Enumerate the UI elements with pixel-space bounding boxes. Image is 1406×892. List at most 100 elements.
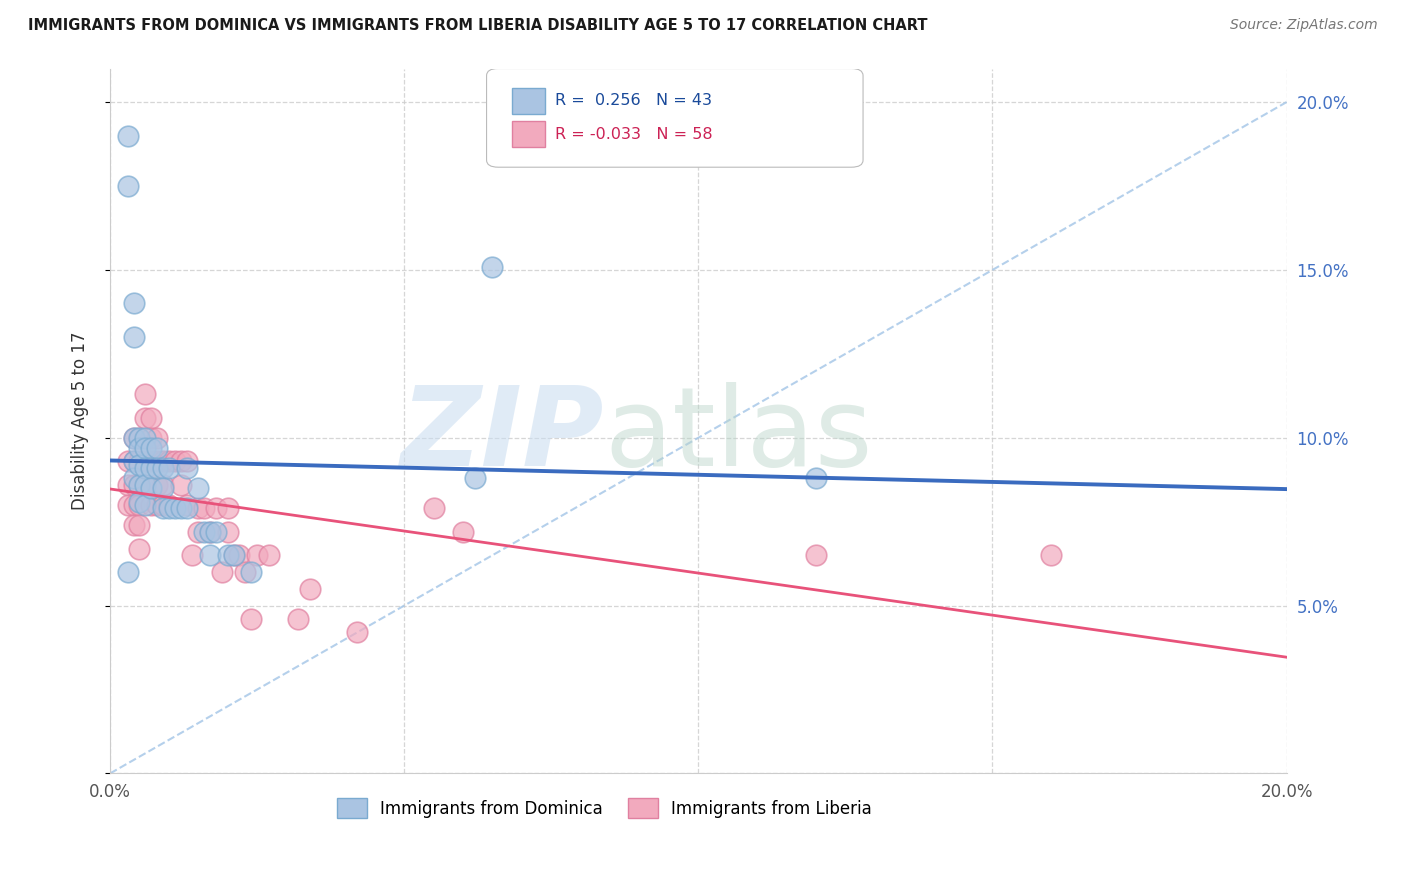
Point xyxy=(187,524,209,539)
Point xyxy=(122,454,145,468)
Point xyxy=(169,477,191,491)
Point xyxy=(146,431,169,445)
Point xyxy=(246,548,269,562)
Point xyxy=(141,410,163,425)
Point xyxy=(146,441,169,455)
Point xyxy=(346,625,368,640)
Point xyxy=(187,501,209,516)
Point xyxy=(128,458,150,472)
Point xyxy=(157,501,180,516)
Point xyxy=(128,477,150,491)
FancyBboxPatch shape xyxy=(512,120,546,147)
Point xyxy=(240,612,263,626)
Point xyxy=(128,477,150,491)
Point xyxy=(169,501,191,516)
Point xyxy=(134,477,156,491)
Point xyxy=(804,471,827,485)
Point xyxy=(122,454,145,468)
Point xyxy=(804,548,827,562)
Point xyxy=(128,454,150,468)
Legend: Immigrants from Dominica, Immigrants from Liberia: Immigrants from Dominica, Immigrants fro… xyxy=(330,791,879,825)
Point xyxy=(176,501,198,516)
Point xyxy=(122,330,145,344)
Point xyxy=(122,296,145,310)
Point xyxy=(217,548,239,562)
Point xyxy=(193,524,215,539)
Point xyxy=(211,565,233,579)
Point xyxy=(117,498,139,512)
Point xyxy=(134,477,156,491)
Point xyxy=(117,128,139,143)
Point xyxy=(122,471,145,485)
Point xyxy=(240,565,263,579)
Point xyxy=(198,548,221,562)
Point xyxy=(134,410,156,425)
Point xyxy=(122,431,145,445)
FancyBboxPatch shape xyxy=(486,69,863,167)
Point xyxy=(198,524,221,539)
Point xyxy=(128,541,150,556)
Point xyxy=(134,498,156,512)
Point xyxy=(152,501,174,516)
Point xyxy=(451,524,474,539)
Point xyxy=(176,498,198,512)
Text: atlas: atlas xyxy=(605,382,873,489)
Point xyxy=(152,461,174,475)
Point xyxy=(287,612,309,626)
Point xyxy=(176,461,198,475)
FancyBboxPatch shape xyxy=(512,87,546,114)
Point xyxy=(146,477,169,491)
Y-axis label: Disability Age 5 to 17: Disability Age 5 to 17 xyxy=(72,332,89,510)
Point xyxy=(134,431,156,445)
Point xyxy=(1040,548,1063,562)
Point xyxy=(181,548,204,562)
Point xyxy=(134,454,156,468)
Point xyxy=(128,498,150,512)
Point xyxy=(198,524,221,539)
Point xyxy=(141,431,163,445)
Point xyxy=(141,481,163,495)
Point xyxy=(128,494,150,508)
Point xyxy=(117,477,139,491)
Point xyxy=(141,461,163,475)
Point xyxy=(128,431,150,445)
Point xyxy=(134,387,156,401)
Point xyxy=(122,477,145,491)
Point xyxy=(205,501,228,516)
Point xyxy=(157,461,180,475)
Point xyxy=(217,524,239,539)
Point xyxy=(141,441,163,455)
Point xyxy=(481,260,503,274)
Text: R =  0.256   N = 43: R = 0.256 N = 43 xyxy=(555,94,711,109)
Point xyxy=(422,501,444,516)
Point xyxy=(222,548,245,562)
Point xyxy=(205,524,228,539)
Point xyxy=(128,518,150,533)
Point xyxy=(222,548,245,562)
Point xyxy=(146,461,169,475)
Point xyxy=(187,481,209,495)
Point xyxy=(217,501,239,516)
Point xyxy=(117,454,139,468)
Point xyxy=(141,498,163,512)
Point xyxy=(299,582,322,596)
Point xyxy=(176,454,198,468)
Point xyxy=(134,441,156,455)
Point xyxy=(169,454,191,468)
Point xyxy=(235,565,257,579)
Point xyxy=(128,431,150,445)
Point xyxy=(157,498,180,512)
Text: R = -0.033   N = 58: R = -0.033 N = 58 xyxy=(555,127,713,142)
Point xyxy=(146,454,169,468)
Point xyxy=(117,565,139,579)
Point xyxy=(122,518,145,533)
Point xyxy=(122,431,145,445)
Point xyxy=(157,454,180,468)
Point xyxy=(464,471,486,485)
Point xyxy=(152,477,174,491)
Point xyxy=(193,501,215,516)
Point xyxy=(146,498,169,512)
Point xyxy=(141,454,163,468)
Point xyxy=(152,454,174,468)
Point xyxy=(163,454,186,468)
